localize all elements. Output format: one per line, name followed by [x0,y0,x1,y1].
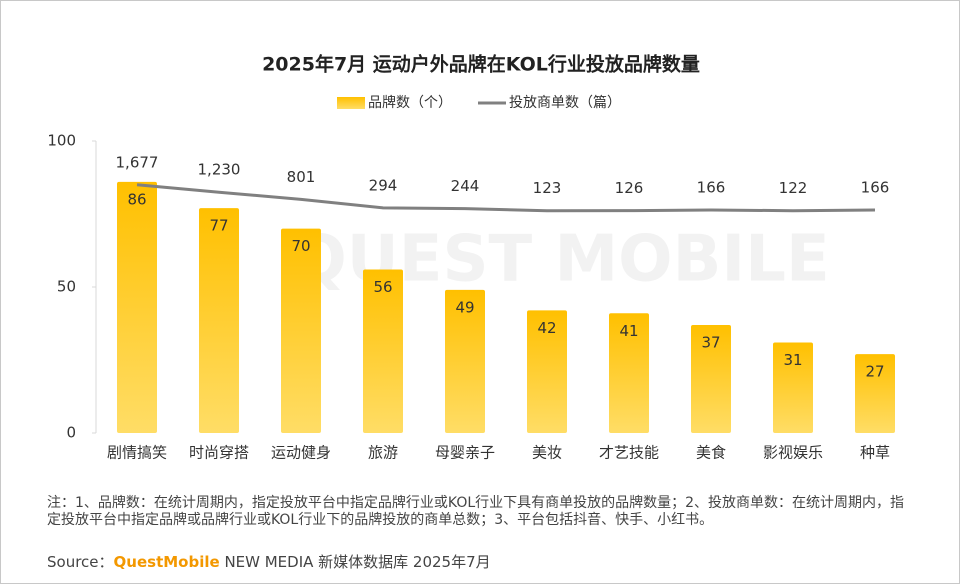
bar-value-label: 41 [619,322,638,340]
line-value-label: 166 [697,178,726,196]
bar [855,354,895,433]
bar-value-label: 77 [209,217,228,235]
source-label: Source： [47,553,114,571]
legend-swatch [337,97,365,109]
x-tick-label: 才艺技能 [599,444,659,462]
bar [445,289,485,433]
bar [363,269,403,433]
y-tick-label: 50 [57,278,76,296]
x-tick-label: 美食 [696,444,726,462]
line-value-label: 166 [861,178,890,196]
legend-label: 品牌数（个） [368,94,452,111]
y-tick-label: 100 [47,132,76,150]
line-value-label: 126 [615,179,644,197]
line-value-label: 1,230 [198,161,241,179]
source-text: NEW MEDIA 新媒体数据库 2025年7月 [219,553,491,571]
line-value-label: 1,677 [116,153,159,171]
notes: 注：1、品牌数：在统计周期内，指定投放平台中指定品牌行业或KOL行业下具有商单投… [47,495,905,528]
source: Source：QuestMobile NEW MEDIA 新媒体数据库 2025… [47,551,491,572]
bar [609,313,649,433]
legend-label: 投放商单数（篇） [509,95,621,111]
line-value-label: 294 [369,176,398,194]
x-tick-label: 影视娱乐 [763,444,823,462]
y-tick-label: 0 [66,424,76,442]
bar-value-label: 56 [373,278,392,296]
bar [773,342,813,433]
bar-value-label: 49 [455,298,474,316]
bar [527,310,567,433]
chart-title: 2025年7月 运动户外品牌在KOL行业投放品牌数量 [262,53,700,76]
x-tick-label: 美妆 [532,444,562,462]
line-value-label: 123 [533,179,562,197]
line [136,183,876,213]
line-value-label: 801 [287,168,316,186]
chart: QUEST MOBILE 2025年7月 运动户外品牌在KOL行业投放品牌数量 … [47,53,895,462]
x-tick-label: 种草 [860,444,890,462]
x-tick-label: 旅游 [368,444,398,462]
bar [117,181,157,433]
bar-value-label: 27 [865,363,884,381]
x-tick-label: 母婴亲子 [435,444,495,462]
x-tick-label: 运动健身 [271,444,331,462]
bar [199,208,239,433]
bar-value-label: 31 [783,351,802,369]
bar [691,324,731,433]
bar-value-label: 37 [701,333,720,351]
bar-value-label: 86 [127,190,146,208]
bar-value-label: 70 [291,237,310,255]
x-tick-label: 时尚穿搭 [189,444,249,462]
line-value-label: 244 [451,177,480,195]
x-tick-label: 剧情搞笑 [107,444,167,462]
line-value-label: 122 [779,179,808,197]
bar [281,228,321,433]
source-brand: QuestMobile [113,553,220,571]
bar-value-label: 42 [537,319,556,337]
